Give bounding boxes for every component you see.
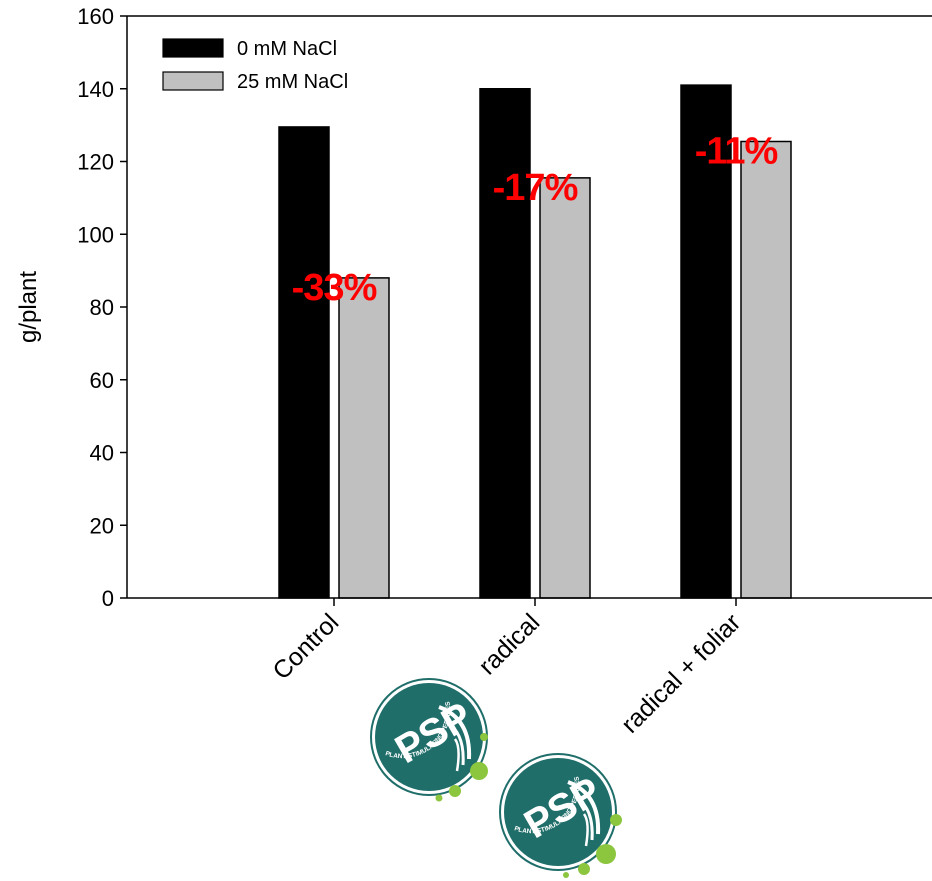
plot-area xyxy=(278,84,792,599)
bar-nacl-0-1 xyxy=(479,88,531,599)
category-label: radical + foliar xyxy=(616,608,746,738)
y-tick-label: 120 xyxy=(77,150,114,175)
legend-swatch xyxy=(162,71,224,91)
legend-label: 25 mM NaCl xyxy=(237,71,348,93)
bar-nacl-25-2 xyxy=(740,140,792,599)
bar-nacl-25-0 xyxy=(338,277,390,599)
y-tick-label: 20 xyxy=(90,513,114,538)
category-labels: Control radical radical + foliar xyxy=(267,608,746,738)
category-label: radical xyxy=(473,608,545,680)
y-tick-label: 60 xyxy=(90,368,114,393)
x-ticks xyxy=(333,598,737,606)
legend-swatch xyxy=(162,38,224,58)
percent-change-label: -17% xyxy=(493,167,578,209)
percent-change-label: -11% xyxy=(695,130,778,172)
y-tick-label: 140 xyxy=(77,77,114,102)
psp-logo-radical: PSP PLANT STIMULATING PEPTIDES xyxy=(369,677,489,802)
percent-change-label: -33% xyxy=(292,267,377,309)
y-tick-label: 40 xyxy=(90,441,114,466)
y-tick-label: 0 xyxy=(102,586,114,611)
y-tick-label: 80 xyxy=(90,295,114,320)
legend-label: 0 mM NaCl xyxy=(237,38,337,60)
legend: 0 mM NaCl 25 mM NaCl xyxy=(162,38,348,93)
y-ticks: 0 20 40 60 80 100 120 140 160 xyxy=(77,4,127,611)
bar-nacl-0-2 xyxy=(680,84,732,599)
y-tick-label: 160 xyxy=(77,4,114,29)
y-axis-title: g/plant xyxy=(15,271,42,343)
bar-nacl-0-0 xyxy=(278,126,330,599)
bar-nacl-25-1 xyxy=(539,177,591,599)
category-label: Control xyxy=(267,608,344,685)
y-tick-label: 100 xyxy=(77,222,114,247)
percent-annotations: -33% -17% -11% xyxy=(292,130,779,309)
psp-logo-radical-foliar: PSP PLANT STIMULATING PEPTIDES xyxy=(498,752,622,878)
